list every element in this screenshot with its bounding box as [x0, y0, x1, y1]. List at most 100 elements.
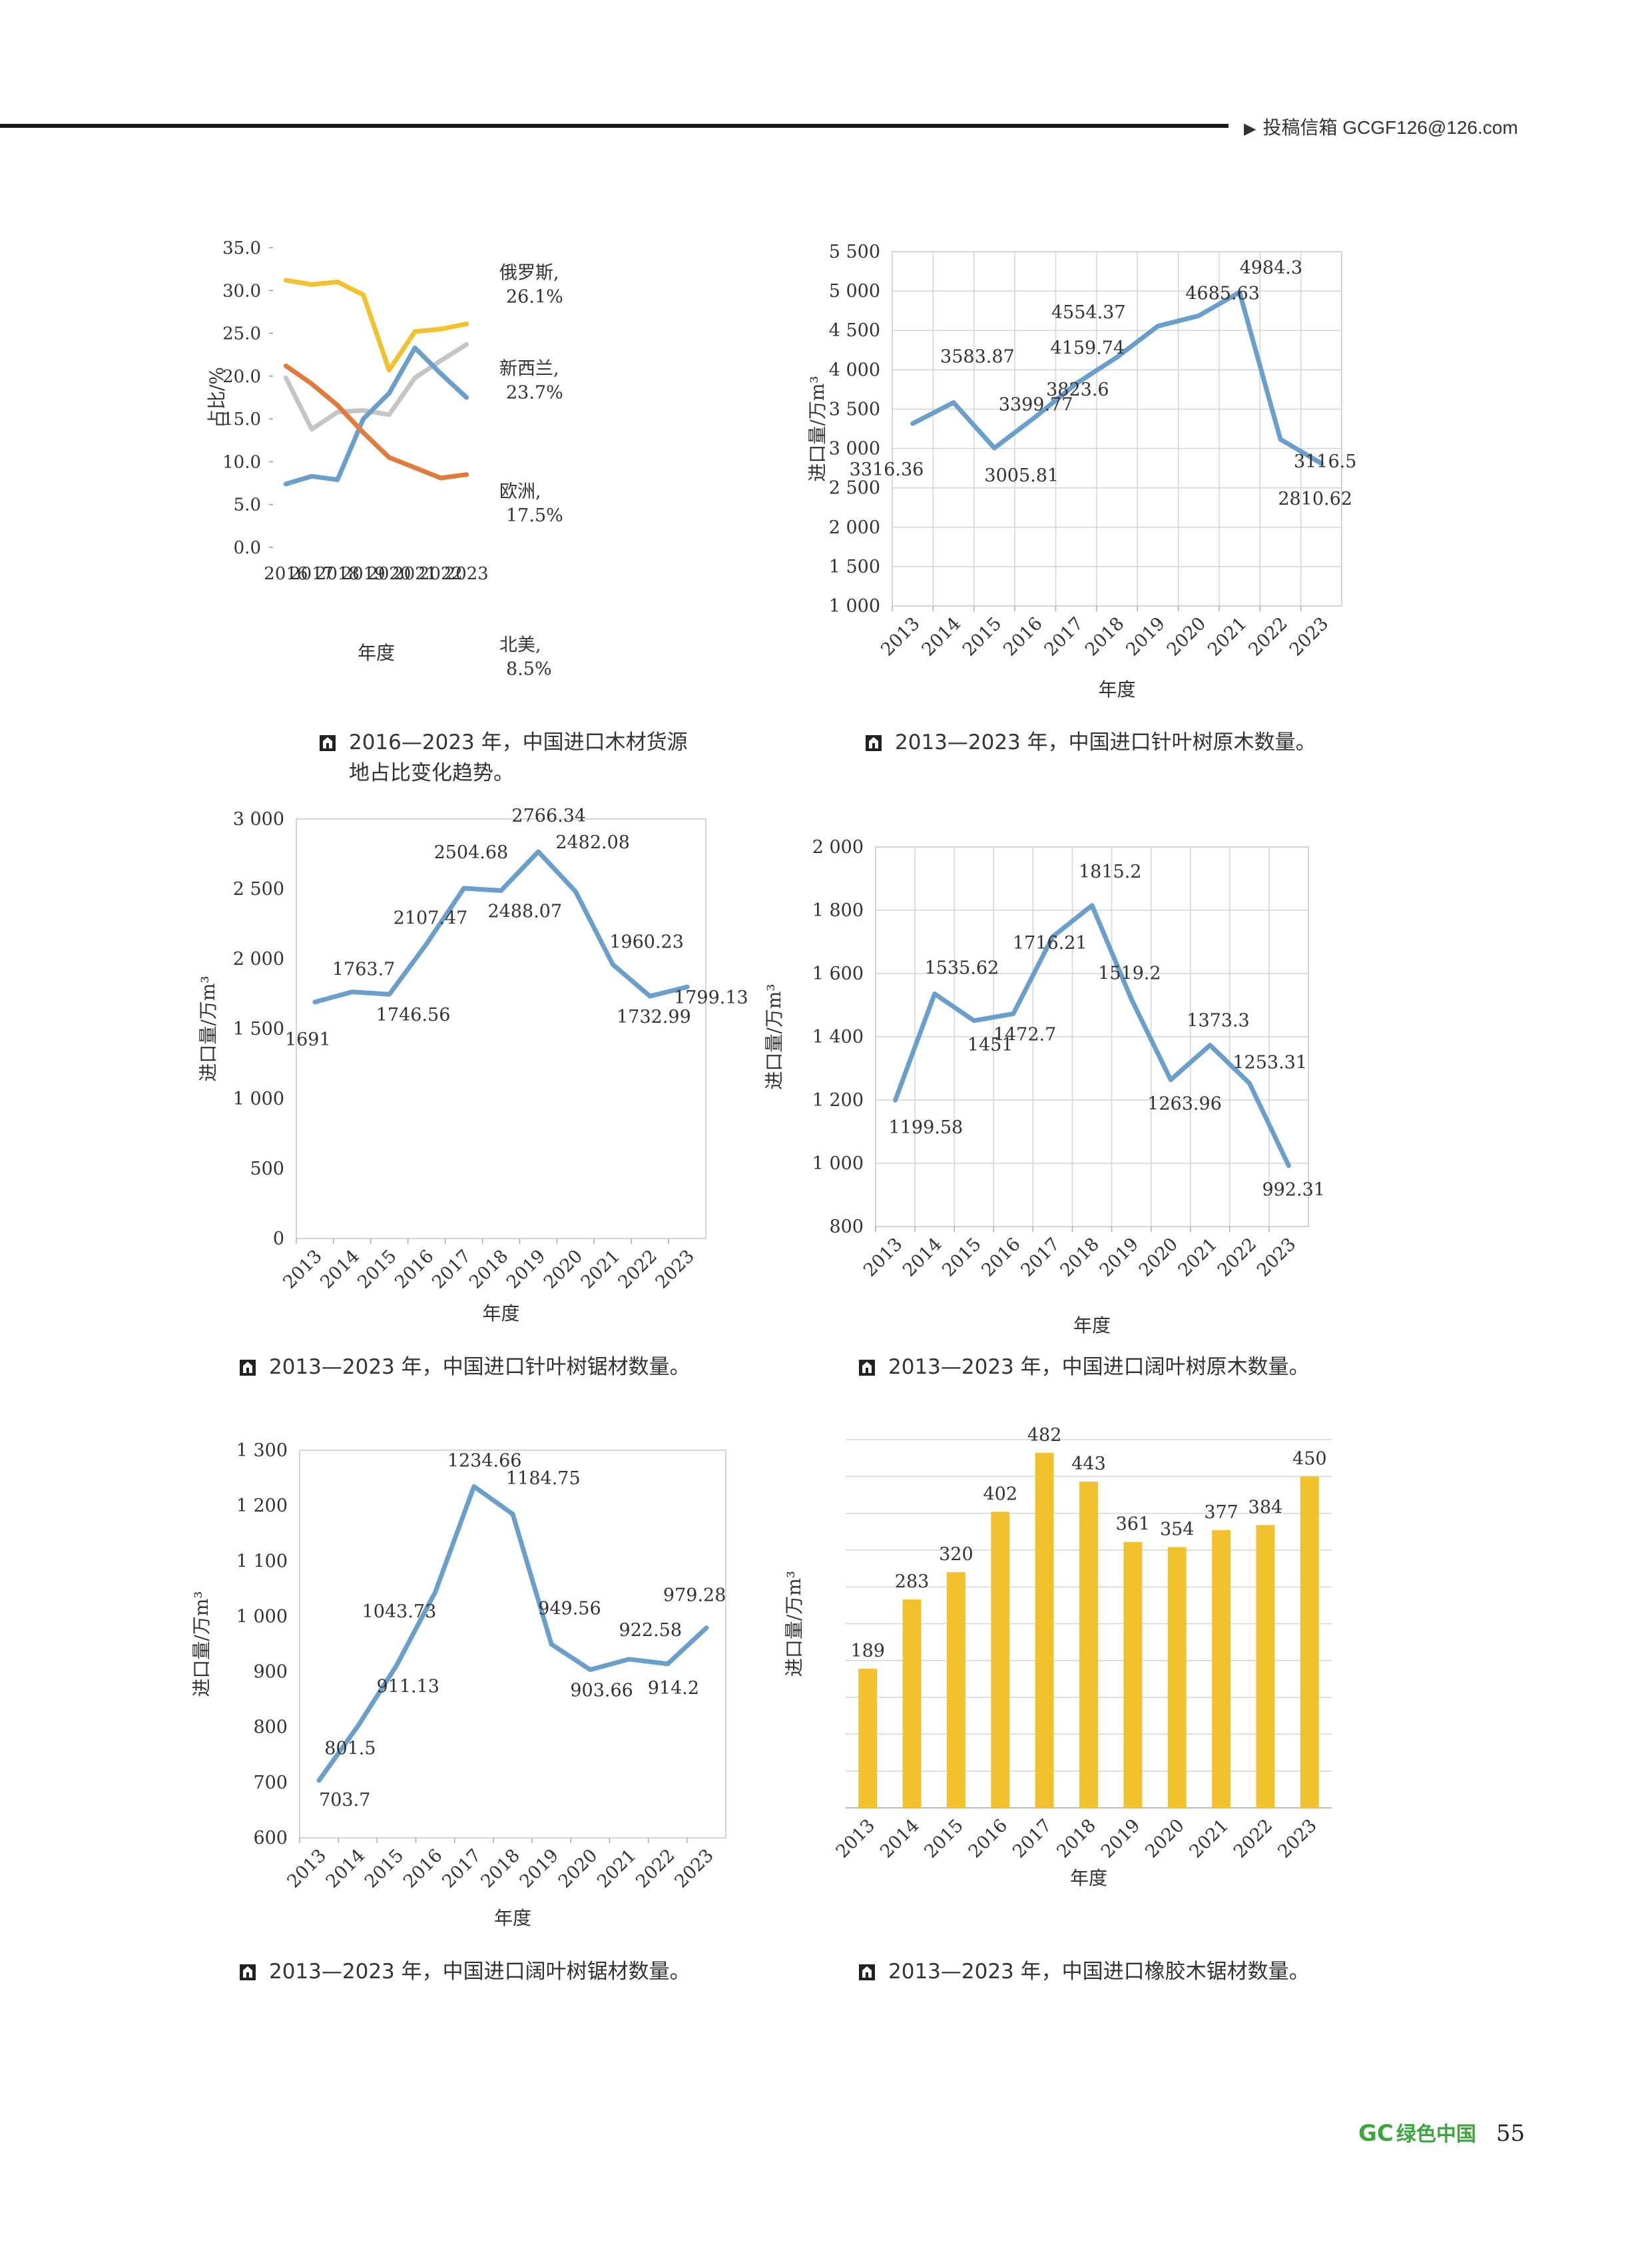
data-point [357, 1725, 359, 1727]
x-tick-label: 2013 [832, 1815, 880, 1862]
data-point [1248, 1082, 1250, 1084]
data-label: 1815.2 [1079, 862, 1141, 882]
data-label: 3316.36 [850, 459, 924, 480]
y-tick-label: 2 000 [233, 949, 284, 970]
data-label: 1716.21 [1013, 933, 1087, 954]
data-point [465, 344, 467, 346]
data-label: 801.5 [324, 1738, 376, 1759]
footer: GC 绿色中国 55 [1358, 2117, 1525, 2147]
data-label: 922.58 [619, 1620, 682, 1641]
data-label: 1234.66 [447, 1450, 522, 1471]
data-label: 1472.7 [993, 1024, 1056, 1045]
y-tick-label: 700 [253, 1773, 288, 1793]
y-tick-label: 2 500 [233, 879, 284, 900]
gc-logo: GC [1358, 2120, 1394, 2147]
data-label: 2766.34 [511, 806, 586, 826]
x-tick-label: 2016 [400, 1845, 447, 1892]
data-label: 1691 [285, 1029, 331, 1050]
data-point [1209, 1044, 1211, 1046]
x-tick-label: 2017 [1041, 613, 1088, 661]
data-point [465, 323, 467, 325]
data-point [285, 483, 287, 485]
y-tick-label: 1 400 [812, 1027, 864, 1047]
y-axis-label: 进口量/万m³ [806, 376, 828, 481]
data-point [1012, 1013, 1014, 1015]
series-end-value: 23.7% [506, 382, 563, 403]
data-label: 450 [1292, 1448, 1327, 1469]
x-tick-label: 2023 [1286, 613, 1333, 661]
data-point [318, 1779, 320, 1781]
caption-marker-icon [320, 735, 336, 751]
data-point [912, 423, 914, 425]
series-end-value: 17.5% [506, 505, 563, 526]
caption-marker-icon [240, 1360, 256, 1376]
data-point [551, 1643, 553, 1645]
x-tick-label: 2016 [391, 1246, 438, 1293]
x-tick-label: 2013 [284, 1845, 331, 1892]
x-tick-label: 2019 [1097, 1815, 1145, 1862]
data-point [351, 991, 353, 993]
data-label: 3005.81 [984, 465, 1059, 486]
header-rule [0, 124, 1229, 128]
x-tick-label: 2013 [860, 1234, 907, 1281]
series-name-label: 新西兰, [499, 358, 559, 379]
data-label: 2482.08 [555, 832, 630, 853]
caption-line-1: 2013—2023 年，中国进口橡胶木锯材数量。 [888, 1960, 1310, 1984]
data-point [439, 360, 441, 362]
x-tick-label: 2023 [651, 1246, 698, 1293]
bar [858, 1668, 878, 1808]
chart-broadleaf-sawn: 600 700 800 900 1 000 1 100 1 200 1 300 20132014… [190, 1440, 726, 1929]
data-label: 949.56 [538, 1598, 601, 1619]
x-tick-label: 2018 [1081, 613, 1129, 661]
data-point [336, 411, 338, 413]
data-label: 384 [1248, 1497, 1283, 1518]
x-tick-label: 2021 [1204, 613, 1251, 661]
data-label: 3399.77 [999, 394, 1073, 415]
x-tick-label: 2015 [354, 1246, 401, 1293]
data-label: 1535.62 [925, 958, 999, 979]
x-tick-label: 2022 [1214, 1234, 1261, 1281]
x-tick-label: 2018 [1053, 1815, 1100, 1862]
data-point [1198, 315, 1200, 317]
x-tick-label: 2018 [1056, 1234, 1103, 1281]
x-axis-label: 年度 [358, 642, 395, 664]
bar [1256, 1525, 1275, 1808]
y-tick-label: 5.0 [234, 495, 261, 515]
data-point [1131, 998, 1133, 1000]
x-tick-label: 2017 [290, 564, 334, 584]
y-tick-label: 35.0 [222, 238, 261, 258]
bar [1300, 1476, 1319, 1808]
x-tick-label: 2023 [671, 1845, 718, 1892]
data-point [388, 392, 390, 394]
caption-line-2: 地占比变化趋势。 [349, 761, 514, 785]
data-label: 1043.73 [362, 1601, 437, 1622]
plot-frame [299, 1450, 726, 1838]
data-point [285, 377, 287, 379]
series-end-value: 8.5% [506, 659, 552, 680]
y-axis-label: 占比/% [206, 367, 228, 428]
caption-coniferous-sawn: 2013—2023 年，中国进口针叶树锯材数量。 [240, 1352, 690, 1382]
y-tick-label: 1 000 [829, 596, 880, 617]
x-tick-label: 2021 [393, 564, 437, 584]
data-label: 1763.7 [332, 960, 395, 980]
data-point [1288, 1165, 1290, 1167]
y-tick-label: 0 [273, 1229, 284, 1249]
data-point [537, 851, 539, 853]
header-contact: ▶ 投稿信箱 GCGF126@126.com [1244, 113, 1518, 140]
x-tick-label: 2018 [465, 1246, 513, 1293]
data-label: 3583.87 [940, 347, 1015, 368]
x-tick-label: 2020 [1135, 1234, 1183, 1281]
data-point [414, 347, 416, 349]
data-point [439, 477, 441, 479]
data-point [1051, 936, 1053, 938]
y-tick-label: 1 200 [236, 1496, 288, 1516]
data-label: 1799.13 [674, 987, 748, 1008]
data-point [1279, 438, 1281, 440]
data-label: 979.28 [663, 1585, 726, 1606]
x-tick-label: 2014 [322, 1845, 370, 1892]
y-tick-label: 0.0 [234, 538, 261, 558]
x-tick-label: 2016 [977, 1234, 1025, 1281]
plot-frame [296, 818, 706, 1239]
data-point [1170, 1079, 1172, 1081]
caption-rubberwood-sawn: 2013—2023 年，中国进口橡胶木锯材数量。 [859, 1956, 1310, 1987]
